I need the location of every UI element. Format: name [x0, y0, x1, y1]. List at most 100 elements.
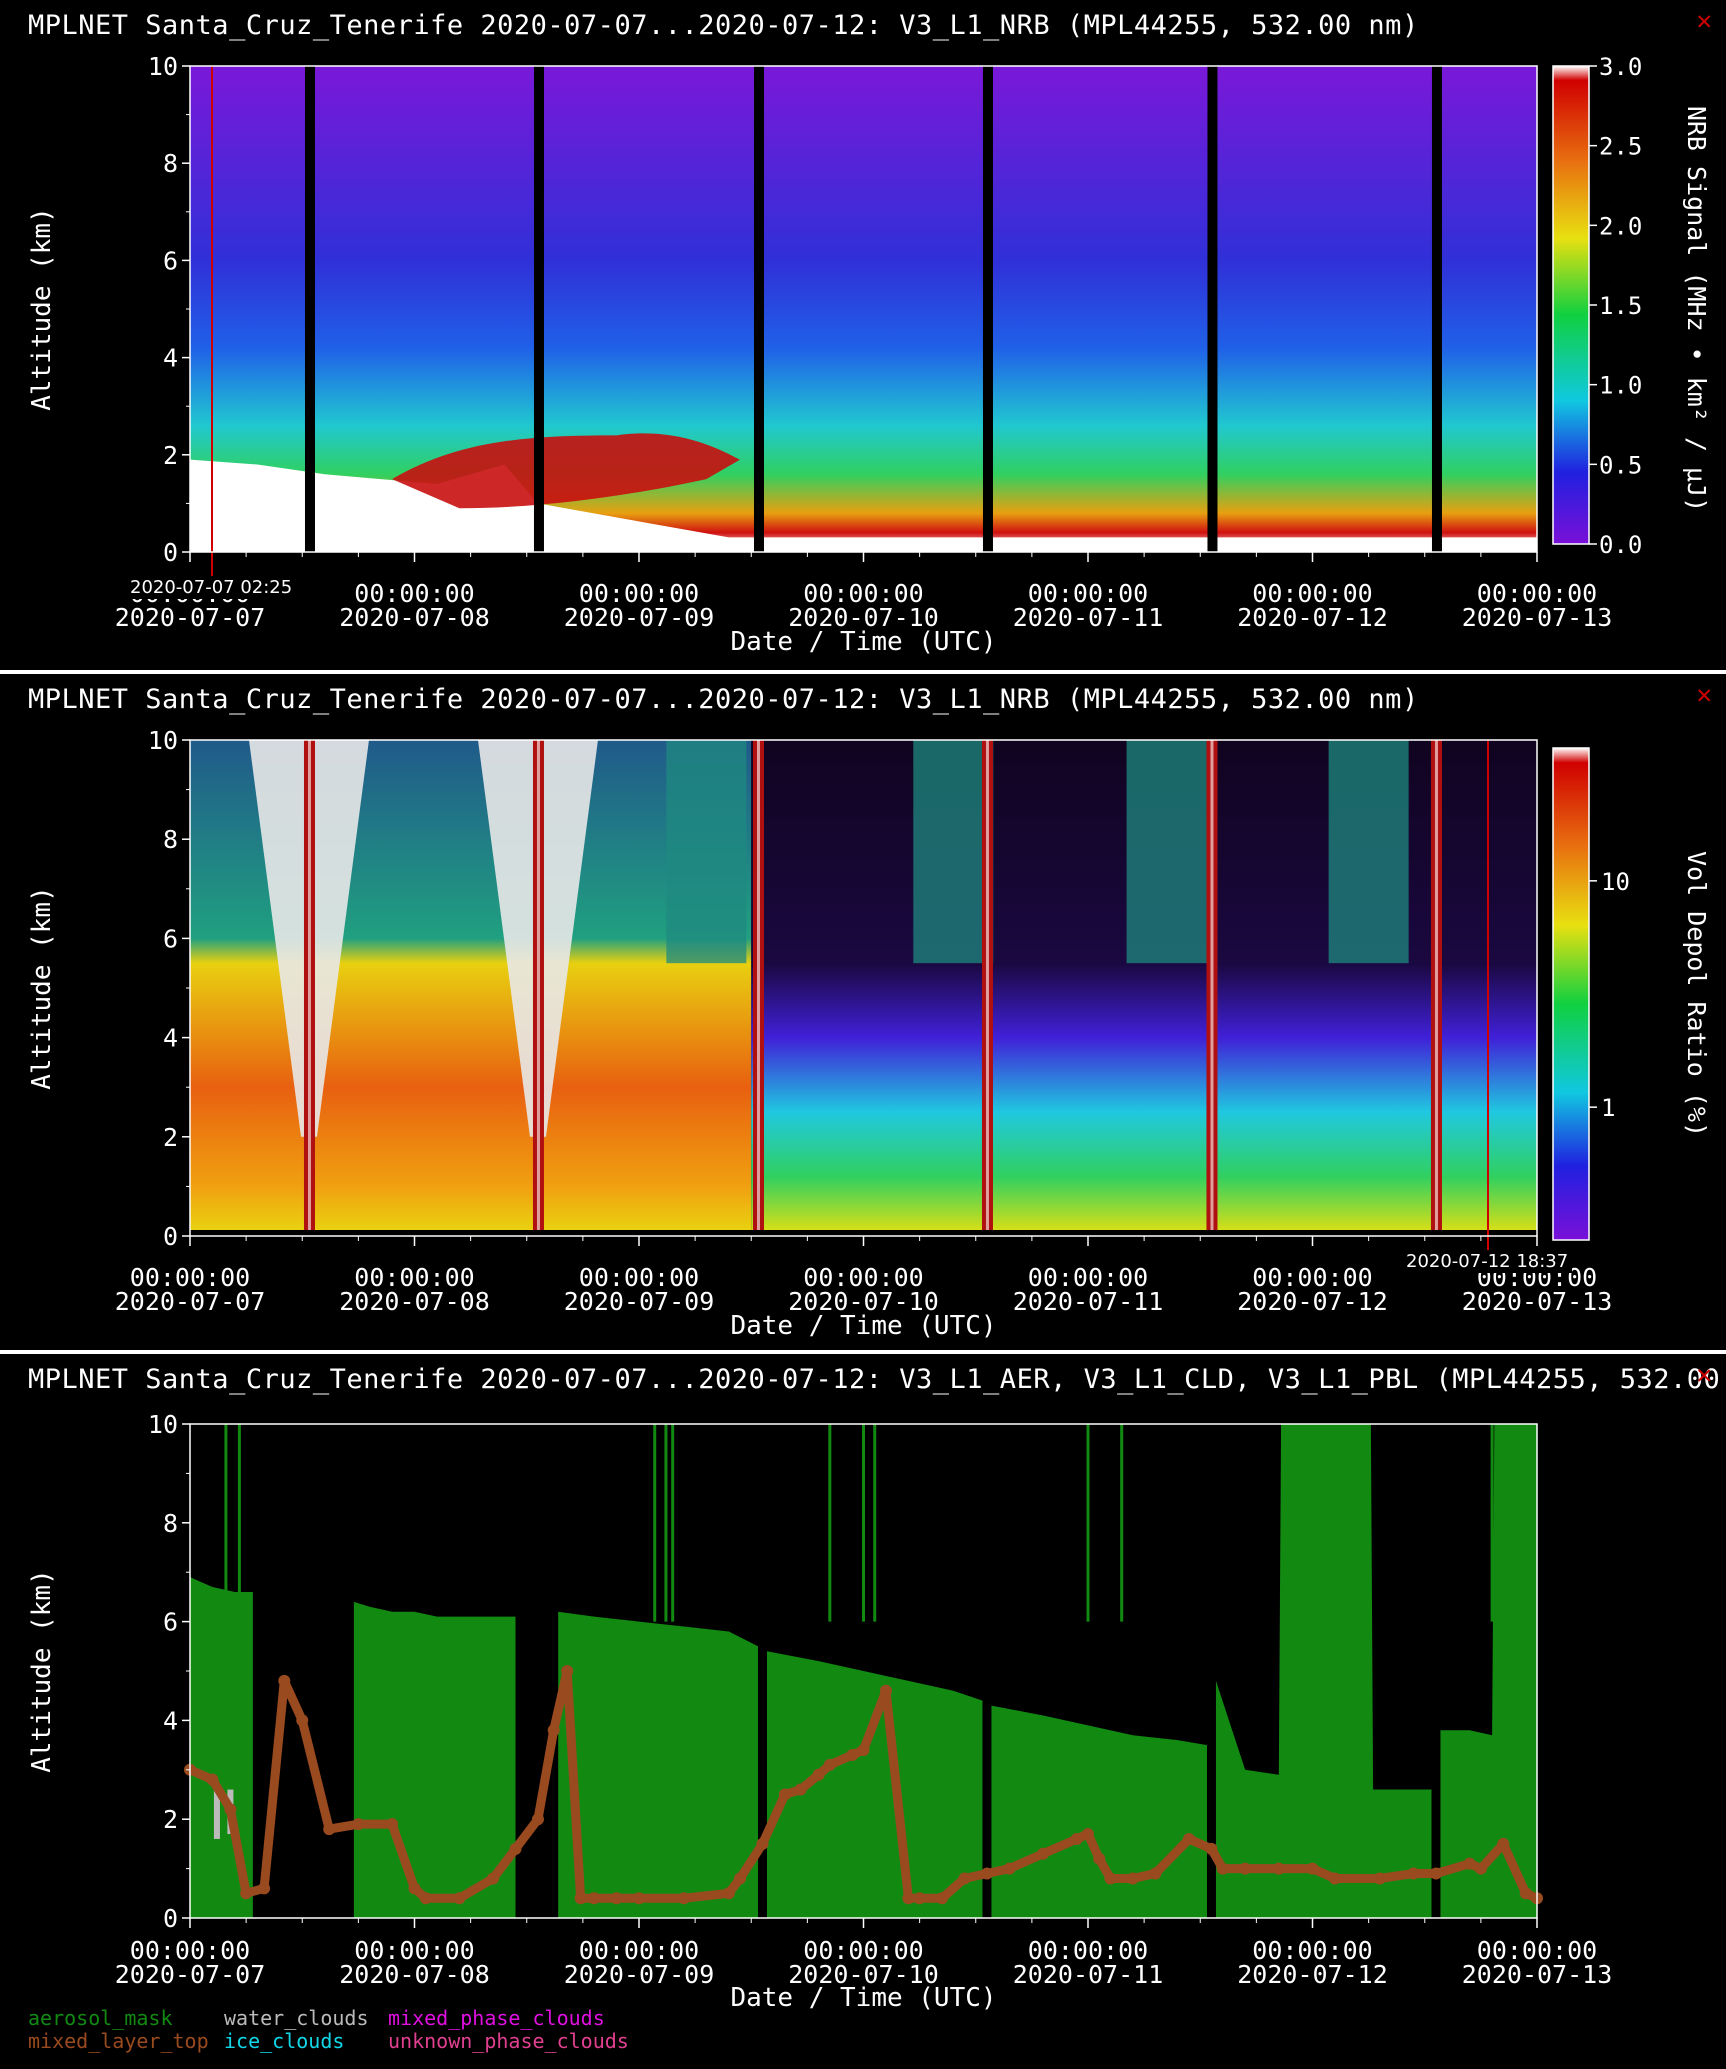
mixed-layer-top-point	[1519, 1887, 1532, 1900]
mixed-layer-top-point	[547, 1724, 560, 1737]
y-tick-label: 8	[163, 149, 178, 178]
mixed-layer-top-point	[419, 1892, 432, 1905]
mixed-layer-top-point	[240, 1887, 253, 1900]
x-tick-time: 00:00:00	[803, 1263, 923, 1292]
mixed-layer-top-point	[902, 1892, 915, 1905]
mixed-layer-top-point	[794, 1783, 807, 1796]
x-tick-date: 2020-07-11	[1013, 1960, 1164, 1989]
colorbar-tick-label: 0.5	[1599, 451, 1642, 479]
time-cursor-label: 2020-07-07 02:25	[126, 576, 297, 599]
mixed-layer-top-point	[453, 1892, 466, 1905]
aerosol-mask-area	[558, 1611, 758, 1918]
x-axis-label: Date / Time (UTC)	[730, 1983, 996, 2013]
close-icon[interactable]: ✕	[1696, 6, 1712, 36]
colorbar-tick-label: 3.0	[1599, 53, 1642, 81]
y-tick-label: 2	[163, 441, 178, 470]
aerosol-mask-area	[353, 1601, 516, 1918]
x-tick-time: 00:00:00	[354, 579, 474, 608]
y-tick-label: 6	[163, 924, 178, 953]
x-tick-time: 00:00:00	[803, 1936, 923, 1965]
mixed-layer-top-point	[1407, 1867, 1420, 1880]
depol-column	[1126, 740, 1207, 964]
x-tick-time: 00:00:00	[1252, 579, 1372, 608]
y-tick-label: 0	[163, 1222, 178, 1251]
mixed-layer-top-point	[958, 1872, 971, 1885]
mixed-layer-top-point	[1474, 1862, 1487, 1875]
close-icon[interactable]: ✕	[1696, 680, 1712, 710]
mixed-layer-top-point	[487, 1872, 500, 1885]
x-tick-date: 2020-07-10	[788, 1287, 939, 1316]
panel-title: MPLNET Santa_Cruz_Tenerife 2020-07-07...…	[28, 684, 1419, 715]
mixed-layer-top-point	[352, 1818, 365, 1831]
colorbar-tick-label: 1.5	[1599, 292, 1642, 320]
data-gap	[1431, 66, 1442, 552]
time-cursor-label: 2020-07-12 18:37	[1402, 1250, 1573, 1273]
x-tick-time: 00:00:00	[1028, 1263, 1148, 1292]
data-gap	[982, 66, 993, 552]
y-tick-label: 10	[148, 726, 178, 755]
mixed-layer-top-point	[1037, 1847, 1050, 1860]
mixed-layer-top-point	[778, 1788, 791, 1801]
mixed-layer-top-point	[722, 1887, 735, 1900]
x-tick-date: 2020-07-08	[339, 1287, 490, 1316]
y-tick-label: 8	[163, 1509, 178, 1538]
mixed-layer-top-point	[1429, 1867, 1442, 1880]
mixed-layer-top-point	[206, 1773, 219, 1786]
mixed-layer-top-point	[936, 1892, 949, 1905]
x-tick-date: 2020-07-11	[1013, 1287, 1164, 1316]
x-tick-date: 2020-07-08	[339, 603, 490, 632]
aerosol-mask-area	[766, 1651, 983, 1918]
mixed-layer-top-point	[1149, 1867, 1162, 1880]
legend-aerosol-mask: aerosol_mask	[28, 2006, 173, 2030]
y-tick-label: 0	[163, 1904, 178, 1933]
x-tick-time: 00:00:00	[354, 1263, 474, 1292]
mixed-layer-top-point	[561, 1665, 574, 1677]
mixed-layer-top-point	[1328, 1872, 1341, 1885]
surface-strip	[190, 1230, 1537, 1236]
mixed-layer-top-point	[1216, 1862, 1229, 1875]
colorbar-label: NRB Signal (MHz • km² / μJ)	[1682, 106, 1711, 512]
close-icon[interactable]: ✕	[1696, 1360, 1712, 1390]
depol-column	[1328, 740, 1409, 964]
mixed-layer-top-point	[1070, 1832, 1083, 1845]
mixed-layer-top-point	[734, 1872, 747, 1885]
data-gap-stripe	[1210, 740, 1214, 1236]
x-tick-date: 2020-07-09	[564, 603, 715, 632]
colorbar-label: Vol Depol Ratio (%)	[1682, 851, 1711, 1137]
mixed-layer-top-point	[756, 1837, 769, 1850]
data-gap	[304, 66, 315, 552]
x-tick-time: 00:00:00	[1028, 579, 1148, 608]
x-tick-time: 00:00:00	[1477, 579, 1597, 608]
mixed-layer-top-point	[1463, 1857, 1476, 1870]
layers-panel: MPLNET Santa_Cruz_Tenerife 2020-07-07...…	[0, 1354, 1726, 2069]
x-tick-time: 00:00:00	[803, 579, 923, 608]
mixed-layer-top-point	[677, 1892, 690, 1905]
colorbar-tick-label: 0.0	[1599, 531, 1642, 559]
colorbar-tick-label: 2.0	[1599, 212, 1642, 240]
panel-title: MPLNET Santa_Cruz_Tenerife 2020-07-07...…	[28, 1364, 1726, 1395]
panel-separator	[0, 1350, 1726, 1354]
x-tick-time: 00:00:00	[1028, 1936, 1148, 1965]
dust-layer-core	[392, 433, 741, 509]
mixed-layer-top-point	[296, 1714, 309, 1727]
mixed-layer-top-point	[1239, 1862, 1252, 1875]
panel-title: MPLNET Santa_Cruz_Tenerife 2020-07-07...…	[28, 10, 1419, 41]
mixed-layer-top-point	[1003, 1862, 1016, 1875]
y-axis-label: Altitude (km)	[27, 207, 57, 411]
legend-unknown-phase-clouds: unknown_phase_clouds	[388, 2029, 629, 2053]
x-tick-date: 2020-07-07	[115, 603, 266, 632]
y-tick-label: 0	[163, 538, 178, 567]
y-tick-label: 8	[163, 825, 178, 854]
x-tick-date: 2020-07-11	[1013, 603, 1164, 632]
depol-column	[666, 740, 747, 964]
x-axis-label: Date / Time (UTC)	[730, 627, 996, 657]
data-gap	[753, 66, 764, 552]
mixed-layer-top-point	[1082, 1828, 1094, 1841]
y-tick-label: 10	[148, 52, 178, 81]
x-tick-date: 2020-07-08	[339, 1960, 490, 1989]
y-axis-label: Altitude (km)	[27, 886, 57, 1090]
x-tick-time: 00:00:00	[1252, 1263, 1372, 1292]
legend-water-clouds: water_clouds	[224, 2006, 369, 2030]
y-tick-label: 6	[163, 246, 178, 275]
x-tick-time: 00:00:00	[579, 1936, 699, 1965]
